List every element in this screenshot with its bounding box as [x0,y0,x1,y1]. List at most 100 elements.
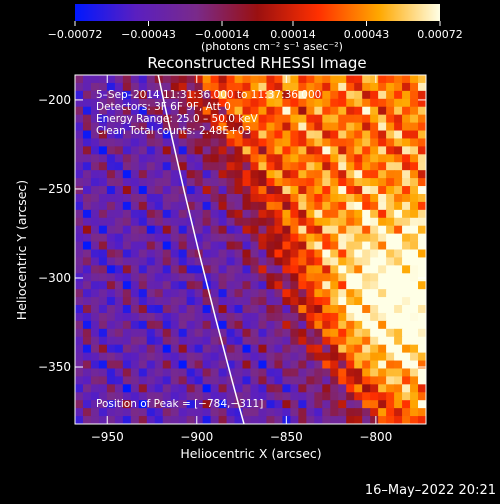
heatmap-cell [410,241,419,251]
heatmap-cell [202,98,212,108]
heatmap-cell [106,225,116,235]
heatmap-cell [138,257,148,266]
heatmap-cell [186,75,196,84]
heatmap-cell [90,241,100,251]
heatmap-cell [138,281,148,290]
heatmap-cell [378,328,387,338]
heatmap-cell [258,82,268,92]
heatmap-cell [186,305,196,314]
heatmap-cell [138,201,148,211]
heatmap-cell [402,114,411,124]
heatmap-cell [138,233,148,243]
heatmap-cell [154,400,164,409]
heatmap-cell [306,320,315,330]
heatmap-cell [154,146,164,155]
heatmap-cell [226,154,236,163]
heatmap-cell [306,90,315,100]
heatmap-cell [314,122,323,132]
heatmap-cell [338,257,347,266]
heatmap-cell [370,201,379,211]
heatmap-cell [202,392,212,401]
heatmap-cell [75,392,84,401]
heatmap-cell [314,336,323,346]
heatmap-cell [202,297,212,306]
heatmap-cell [306,225,315,235]
heatmap-cell [242,225,252,235]
heatmap-cell [418,162,426,171]
heatmap-cell [170,281,180,290]
heatmap-cell [106,130,116,140]
heatmap-cell [306,114,315,124]
heatmap-cell [154,376,164,385]
heatmap-cell [130,265,140,274]
heatmap-cell [114,408,124,417]
heatmap-cell [226,376,236,385]
heatmap-cell [282,106,291,116]
heatmap-cell [242,281,252,290]
heatmap-cell [314,289,323,298]
heatmap-cell [154,98,164,108]
heatmap-cell [314,360,323,370]
colorbar: −0.00072 −0.00043 −0.00014 0.00014 0.00043 0.… [48,4,463,53]
heatmap-cell [114,392,124,401]
heatmap-cell [226,352,236,362]
heatmap-cell [314,312,323,322]
heatmap-cell [106,312,116,322]
heatmap-cell [178,217,188,227]
heatmap-cell [194,320,204,330]
heatmap-cell [410,233,419,243]
heatmap-cell [98,257,108,266]
heatmap-cell [82,368,92,378]
heatmap-cell [114,297,124,306]
heatmap-cell [394,162,403,171]
heatmap-cell [186,90,196,100]
heatmap-cell [314,408,323,417]
heatmap-cell [322,162,331,171]
annotation-time-range: 5–Sep–2014 11:31:36.000 to 11:37:36.000 [96,89,321,101]
heatmap-cell [218,217,228,227]
heatmap-cell [130,336,140,346]
heatmap-cell [130,122,140,132]
heatmap-cell [242,90,252,100]
heatmap-cell [242,138,252,147]
heatmap-cell [298,241,307,251]
heatmap-cell [386,408,395,417]
heatmap-cell [82,344,92,354]
heatmap-cell [258,201,268,211]
heatmap-cell [202,209,212,219]
heatmap-cell [138,146,148,155]
heatmap-cell [418,265,426,274]
heatmap-cell [162,241,172,251]
heatmap-cell [402,281,411,290]
heatmap-cell [250,114,260,124]
heatmap-cell [402,368,411,378]
heatmap-cell [138,312,148,322]
heatmap-cell [418,130,426,140]
heatmap-cell [186,328,196,338]
heatmap-cell [402,217,411,227]
heatmap-cell [274,360,284,370]
heatmap-cell [106,392,116,401]
heatmap-cell [146,201,156,211]
heatmap-cell [394,305,403,314]
heatmap-cell [346,289,355,298]
heatmap-cell [266,75,276,84]
heatmap-cell [298,201,307,211]
heatmap-cell [130,392,140,401]
heatmap-cell [186,233,196,243]
heatmap-cell [90,368,100,378]
heatmap-cell [274,376,284,385]
heatmap-cell [178,162,188,171]
heatmap-cell [298,138,307,147]
heatmap-cell [178,122,188,132]
heatmap-cell [338,281,347,290]
heatmap-cell [362,82,371,92]
heatmap-cell [242,98,252,108]
heatmap-cell [306,328,315,338]
heatmap-cell [226,122,236,132]
heatmap-cell [314,138,323,147]
heatmap-cell [418,416,426,424]
heatmap-cell [346,400,355,409]
heatmap-cell [170,328,180,338]
